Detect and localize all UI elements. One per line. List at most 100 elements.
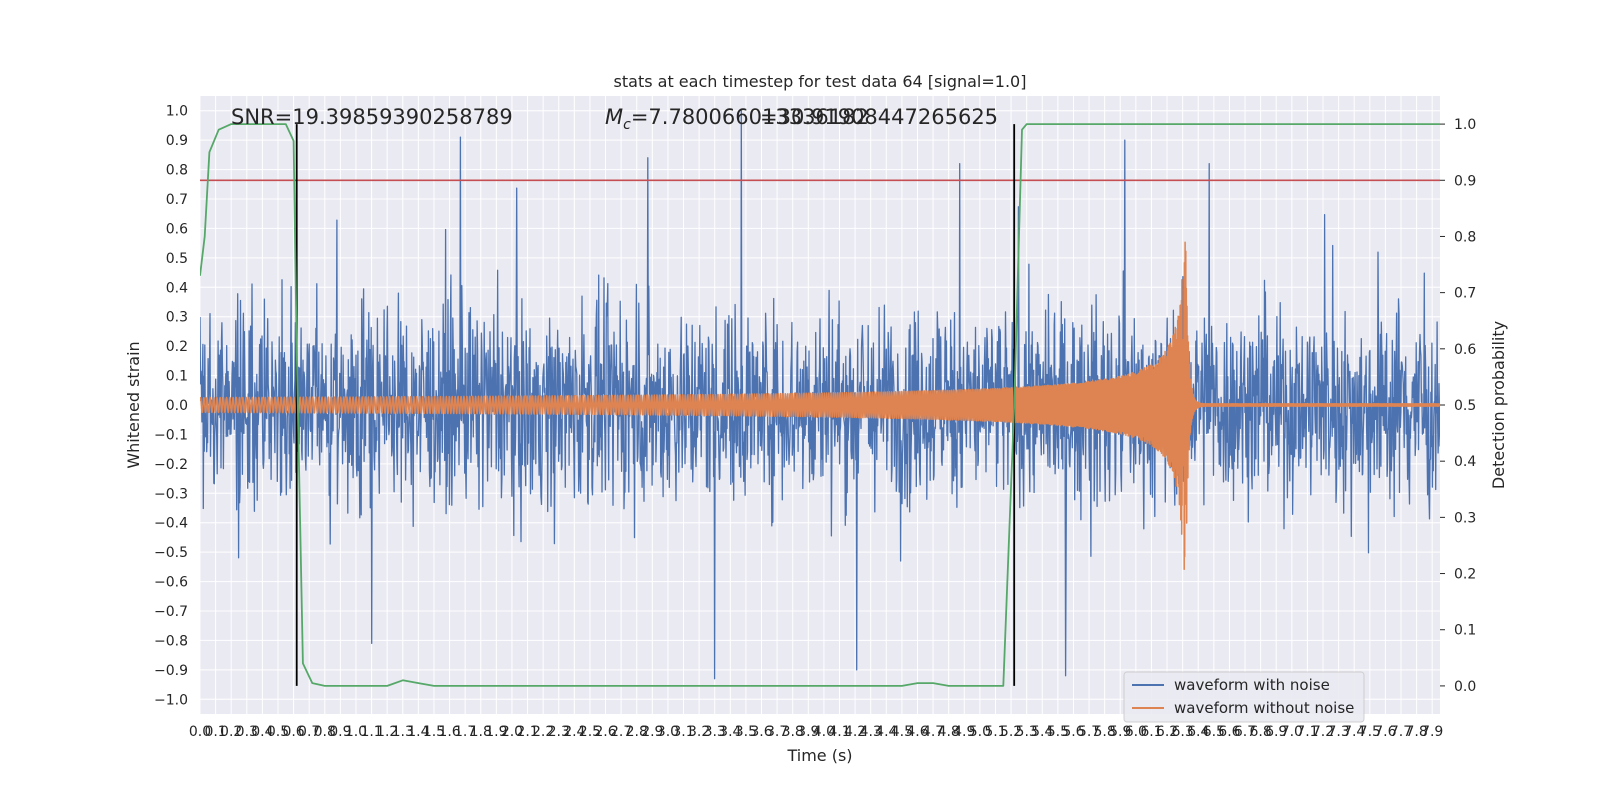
x-tick-label: 0.3 [236,724,258,740]
x-tick-label: 4.7 [922,724,944,740]
x-tick-label: 4.4 [875,724,897,740]
x-tick-label: 7.9 [1421,724,1443,740]
x-tick-label: 6.7 [1234,724,1256,740]
series-waveform-with-noise [200,110,1440,680]
x-tick-label: 3.5 [735,724,757,740]
x-tick-label: 4.9 [953,724,975,740]
y-tick-label: 0.7 [166,192,188,208]
x-tick-label: 2.5 [579,724,601,740]
ticks: 0.00.10.20.30.40.50.60.70.80.91.01.11.21… [154,104,1476,740]
x-tick-label: 0.1 [204,724,226,740]
legend-label-clean: waveform without noise [1174,699,1354,717]
x-tick-label: 6.3 [1172,724,1194,740]
y-tick-label: −0.2 [154,457,188,473]
x-tick-label: 2.4 [563,724,585,740]
x-tick-label: 1.1 [360,724,382,740]
y-axis-label-right: Detection probability [1489,321,1508,489]
x-tick-label: 5.4 [1031,724,1053,740]
x-tick-label: 5.7 [1078,724,1100,740]
legend-label-noise: waveform with noise [1174,676,1330,694]
right-tick-label: 0.0 [1454,679,1476,695]
y-tick-label: 0.8 [166,163,188,179]
x-tick-label: 1.7 [454,724,476,740]
right-tick-label: 0.6 [1454,342,1476,358]
y-tick-label: 0.5 [166,251,188,267]
x-tick-label: 0.7 [298,724,320,740]
chirp-mass-subscript: c [623,117,631,133]
y-tick-label: 1.0 [166,104,188,120]
y-tick-label: 0.3 [166,310,188,326]
chart-title: stats at each timestep for test data 64 … [614,72,1027,91]
x-tick-label: 1.4 [407,724,429,740]
x-tick-label: 4.1 [828,724,850,740]
x-tick-label: 5.2 [1000,724,1022,740]
x-tick-label: 6.6 [1218,724,1240,740]
x-tick-label: 2.3 [548,724,570,740]
x-tick-label: 4.2 [844,724,866,740]
x-tick-label: 6.5 [1203,724,1225,740]
x-tick-label: 6.0 [1125,724,1147,740]
x-tick-label: 2.9 [641,724,663,740]
x-tick-label: 0.2 [220,724,242,740]
y-tick-label: −0.7 [154,604,188,620]
y-tick-label: 0.9 [166,133,188,149]
x-tick-label: 5.5 [1047,724,1069,740]
x-tick-label: 6.8 [1249,724,1271,740]
x-tick-label: 5.8 [1094,724,1116,740]
legend-box [1123,671,1365,723]
series-detection-probability [200,123,1440,687]
right-tick-label: 0.4 [1454,454,1476,470]
x-tick-label: 4.6 [906,724,928,740]
x-tick-label: 3.3 [704,724,726,740]
snr-annotation: SNR=19.39859390258789 [231,105,513,129]
x-tick-label: 2.0 [501,724,523,740]
x-tick-label: 3.7 [766,724,788,740]
right-tick-label: 0.8 [1454,229,1476,245]
x-tick-label: 3.1 [672,724,694,740]
x-tick-label: 1.8 [470,724,492,740]
y-tick-label: 0.0 [166,398,188,414]
x-tick-label: 0.6 [282,724,304,740]
x-tick-label: 3.9 [797,724,819,740]
series-layer [200,110,1440,687]
x-tick-label: 7.6 [1374,724,1396,740]
y-tick-label: 0.1 [166,369,188,385]
chirp-mass-symbol: M [605,105,623,129]
y-tick-label: 0.6 [166,221,188,237]
x-tick-label: 7.5 [1359,724,1381,740]
y-tick-label: 0.4 [166,280,188,296]
x-tick-label: 7.0 [1281,724,1303,740]
y-tick-label: −0.6 [154,575,188,591]
right-tick-label: 0.1 [1454,623,1476,639]
right-tick-label: 0.5 [1454,398,1476,414]
x-tick-label: 5.0 [969,724,991,740]
right-tick-label: 0.7 [1454,286,1476,302]
right-tick-label: 0.3 [1454,510,1476,526]
y-tick-label: −0.5 [154,545,188,561]
x-tick-label: 3.2 [688,724,710,740]
x-tick-label: 0.8 [314,724,336,740]
right-tick-label: 0.9 [1454,173,1476,189]
x-tick-label: 5.9 [1109,724,1131,740]
x-tick-label: 7.8 [1405,724,1427,740]
x-tick-label: 5.6 [1062,724,1084,740]
x-tick-label: 2.8 [626,724,648,740]
x-tick-label: 1.6 [438,724,460,740]
x-tick-label: 7.2 [1312,724,1334,740]
series-waveform-without-noise [200,241,1440,571]
x-tick-label: 0.4 [251,724,273,740]
x-tick-label: 4.8 [938,724,960,740]
x-tick-label: 6.9 [1265,724,1287,740]
x-tick-label: 6.4 [1187,724,1209,740]
x-tick-label: 5.3 [1016,724,1038,740]
x-tick-label: 1.0 [345,724,367,740]
y-tick-label: −0.9 [154,663,188,679]
x-tick-label: 7.3 [1327,724,1349,740]
x-tick-label: 4.3 [860,724,882,740]
x-tick-label: 1.9 [485,724,507,740]
x-tick-label: 2.1 [516,724,538,740]
legend: waveform with noise waveform without noi… [1123,671,1365,723]
overlap-annotation: =30.91908447265625 [760,105,998,129]
x-tick-label: 0.9 [329,724,351,740]
y-tick-label: −0.3 [154,486,188,502]
